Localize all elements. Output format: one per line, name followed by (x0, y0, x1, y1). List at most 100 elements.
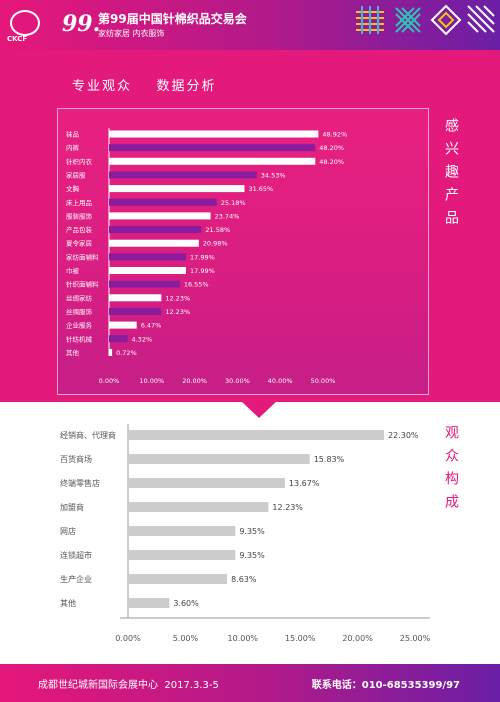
category-label: 企业服务 (66, 321, 93, 330)
bar (128, 502, 269, 512)
category-label: 文胸 (66, 184, 80, 193)
category-label: 丝绸家纺 (66, 293, 93, 302)
interest-side-label: 感兴趣产品 (443, 118, 459, 233)
value-label: 6.47% (141, 322, 162, 330)
value-label: 23.74% (215, 212, 240, 220)
category-label: 产品包装 (66, 225, 93, 234)
x-tick-label: 20.00% (342, 634, 373, 643)
bar (109, 348, 113, 356)
contact-phone: 联系电话：010-68535399/97 (311, 680, 460, 691)
x-tick-label: 0.00% (99, 377, 120, 385)
bar (109, 226, 202, 234)
venue-date: 成都世纪城新国际会展中心 2017.3.3-5 (38, 676, 219, 691)
category-label: 百货商场 (60, 454, 92, 464)
x-tick-label: 20.00% (182, 377, 207, 385)
value-label: 34.53% (261, 171, 286, 179)
panel-title: 专业观众 数据分析 (72, 79, 217, 94)
category-label: 经销商、代理商 (60, 430, 116, 440)
category-label: 连锁超市 (60, 550, 92, 560)
bar (109, 335, 128, 343)
x-tick-label: 10.00% (139, 377, 164, 385)
bar (109, 253, 186, 261)
edition-mark: 99. (62, 11, 101, 37)
bar (109, 144, 316, 152)
value-label: 9.35% (239, 527, 265, 536)
category-label: 床上用品 (66, 198, 92, 207)
value-label: 13.67% (289, 479, 320, 488)
value-label: 12.23% (272, 503, 303, 512)
x-tick-label: 50.00% (311, 377, 336, 385)
category-label: 服装服饰 (66, 211, 93, 220)
bar (128, 454, 310, 464)
x-tick-label: 40.00% (268, 377, 293, 385)
value-label: 15.83% (314, 455, 345, 464)
x-tick-label: 25.00% (400, 634, 431, 643)
footer-banner: 成都世纪城新国际会展中心 2017.3.3-5 联系电话：010-6853539… (0, 664, 500, 702)
value-label: 48.20% (319, 144, 344, 152)
logo-text: CKCF (7, 35, 28, 43)
ckcf-logo-icon (10, 10, 40, 36)
category-label: 其他 (60, 598, 76, 608)
x-tick-label: 30.00% (225, 377, 250, 385)
pattern-decoration-icon (356, 4, 495, 36)
header-banner: CKCF 99. 第99届中国针棉织品交易会 家纺家居 内衣服饰 (0, 0, 500, 50)
bar (128, 598, 170, 608)
value-label: 25.18% (221, 199, 246, 207)
bar (128, 550, 236, 560)
bar (128, 574, 228, 584)
category-label: 巾被 (66, 266, 80, 275)
bar (109, 280, 180, 288)
value-label: 17.99% (190, 253, 215, 261)
category-label: 针织内衣 (66, 157, 93, 166)
bar (128, 526, 236, 536)
category-label: 其他 (66, 348, 80, 357)
bar (109, 130, 319, 138)
category-label: 加盟商 (60, 502, 84, 512)
bar (109, 321, 137, 329)
category-label: 生产企业 (60, 574, 92, 584)
value-label: 0.72% (116, 349, 137, 357)
category-label: 家纺面辅料 (66, 252, 99, 261)
venue: 成都世纪城新国际会展中心 (38, 680, 158, 691)
x-tick-label: 5.00% (173, 634, 199, 643)
bar (128, 478, 285, 488)
bar (109, 239, 199, 247)
value-label: 17.99% (190, 267, 215, 275)
fair-subtitle: 家纺家居 内衣服饰 (98, 29, 165, 38)
bar (109, 294, 162, 302)
category-label: 家居服 (66, 170, 86, 179)
bar (109, 171, 257, 179)
down-arrow-icon (240, 400, 278, 418)
bar (109, 198, 217, 206)
fair-title: 第99届中国针棉织品交易会 (98, 12, 247, 26)
category-label: 针纺机械 (66, 334, 93, 343)
audience-side-label: 观众构成 (443, 425, 459, 517)
value-label: 20.98% (203, 240, 228, 248)
value-label: 9.35% (239, 551, 265, 560)
bar (109, 157, 316, 165)
category-label: 丝绸服饰 (66, 307, 93, 316)
value-label: 48.92% (322, 131, 347, 139)
bar (109, 267, 186, 274)
bar (109, 212, 211, 220)
category-label: 夏令家居 (66, 239, 93, 248)
category-label: 内裤 (66, 143, 80, 152)
x-tick-label: 0.00% (115, 634, 141, 643)
value-label: 12.23% (165, 308, 190, 316)
value-label: 3.60% (173, 599, 199, 608)
value-label: 22.30% (388, 431, 419, 440)
value-label: 21.58% (205, 226, 230, 234)
value-label: 31.65% (248, 185, 273, 193)
date: 2017.3.3-5 (164, 680, 219, 691)
category-label: 袜品 (66, 130, 79, 139)
chart-card (57, 108, 429, 395)
x-tick-label: 15.00% (285, 634, 316, 643)
x-tick-label: 10.00% (228, 634, 259, 643)
value-label: 8.63% (231, 575, 257, 584)
value-label: 12.23% (165, 294, 190, 302)
value-label: 16.55% (184, 281, 209, 289)
bar (128, 430, 385, 440)
value-label: 48.20% (319, 158, 344, 166)
